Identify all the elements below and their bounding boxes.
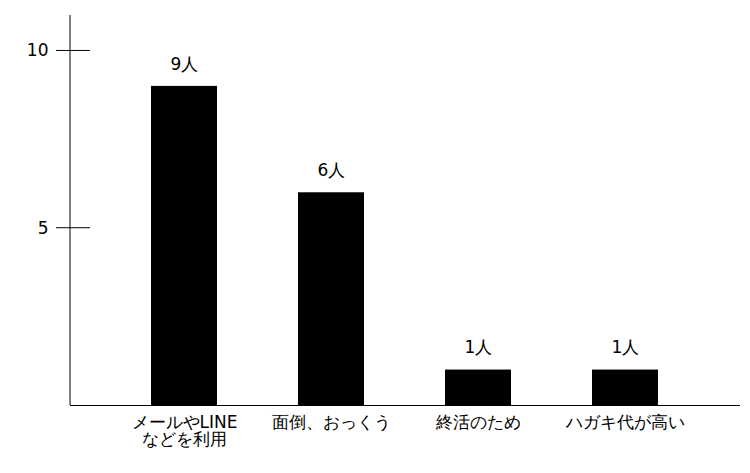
- svg-text:1人: 1人: [465, 337, 493, 357]
- svg-text:10: 10: [27, 40, 49, 60]
- svg-text:メールやLINEなどを利用: メールやLINEなどを利用: [132, 412, 238, 449]
- svg-text:終活のため: 終活のため: [435, 412, 521, 432]
- svg-text:面倒、おっくう: 面倒、おっくう: [272, 412, 391, 432]
- svg-text:1人: 1人: [612, 337, 640, 357]
- svg-text:6人: 6人: [318, 160, 346, 180]
- svg-text:ハガキ代が高い: ハガキ代が高い: [565, 412, 685, 432]
- svg-text:9人: 9人: [171, 54, 199, 74]
- svg-text:5: 5: [38, 218, 49, 238]
